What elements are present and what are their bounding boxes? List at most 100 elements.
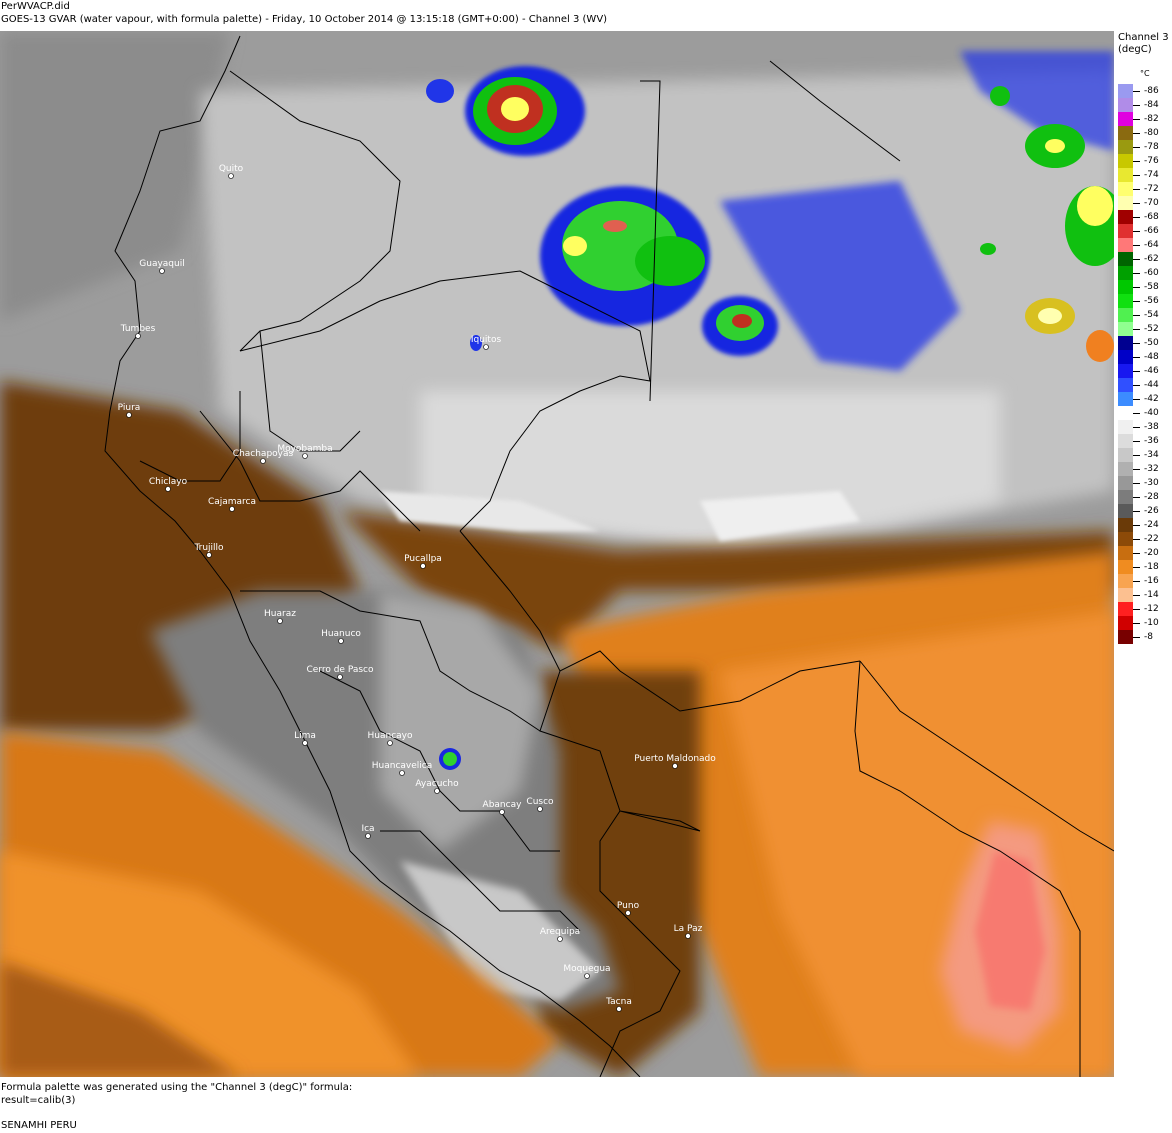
legend-value: -60 [1144,268,1159,278]
city-label: Moquegua [563,964,610,974]
legend-value: -36 [1144,436,1159,446]
legend-entry: -82 [1118,112,1172,126]
legend-entry: -70 [1118,196,1172,210]
city-dot [387,740,393,746]
city-label: Guayaquil [139,259,184,269]
legend-entry: -12 [1118,602,1172,616]
city-label: Puno [617,901,640,911]
legend-swatch [1118,84,1133,98]
legend-swatch [1118,574,1133,588]
legend-swatch [1118,588,1133,602]
city-dot [365,833,371,839]
legend-tick [1133,637,1140,638]
legend-entry: -46 [1118,364,1172,378]
city-marker: Pucallpa [404,554,442,569]
legend-tick [1133,175,1140,176]
legend-value: -44 [1144,380,1159,390]
legend-value: -70 [1144,198,1159,208]
legend-swatch [1118,266,1133,280]
legend-unit-title: (degC) [1118,44,1152,55]
legend-entry: -42 [1118,392,1172,406]
legend-title: Channel 3 [1118,32,1169,43]
legend-value: -66 [1144,226,1159,236]
legend-value: -72 [1144,184,1159,194]
legend-entry: -60 [1118,266,1172,280]
legend-swatch [1118,112,1133,126]
legend-swatch [1118,140,1133,154]
city-label: Puerto Maldonado [634,754,716,764]
legend-entry: -44 [1118,378,1172,392]
city-marker: Trujillo [193,543,224,558]
city-marker: Piura [118,403,140,418]
legend-tick [1133,441,1140,442]
legend-swatch [1118,490,1133,504]
city-label: Cerro de Pasco [306,665,374,675]
city-marker: La Paz [674,924,703,939]
city-dot [302,453,308,459]
city-marker: Tumbes [120,324,156,339]
legend-value: -82 [1144,114,1159,124]
city-label: Tacna [605,997,632,1007]
legend-value: -76 [1144,156,1159,166]
legend-tick [1133,483,1140,484]
city-marker: Cusco [526,797,554,812]
legend-swatch [1118,210,1133,224]
city-marker: Huanuco [321,629,361,644]
legend-value: -30 [1144,478,1159,488]
legend-tick [1133,413,1140,414]
legend-value: -8 [1144,632,1153,642]
city-marker: Huaraz [264,609,296,624]
legend-swatch [1118,238,1133,252]
city-dot [228,173,234,179]
legend-value: -26 [1144,506,1159,516]
legend-tick [1133,609,1140,610]
legend-tick [1133,525,1140,526]
color-legend: Channel 3 (degC) °C -86 -84 -82 -80 -78 -76 -7… [1116,31,1172,651]
legend-entry: -10 [1118,616,1172,630]
legend-entry: -40 [1118,406,1172,420]
legend-value: -46 [1144,366,1159,376]
city-label: Chiclayo [149,477,188,487]
city-label: Huanuco [321,629,361,639]
imagery-background [0,31,1114,1077]
legend-swatch [1118,434,1133,448]
legend-entry: -24 [1118,518,1172,532]
legend-swatch [1118,350,1133,364]
legend-value: -24 [1144,520,1159,530]
city-dot [685,933,691,939]
legend-tick [1133,497,1140,498]
legend-tick [1133,119,1140,120]
city-dot [135,333,141,339]
legend-swatch [1118,406,1133,420]
legend-tick [1133,553,1140,554]
legend-swatch [1118,462,1133,476]
legend-value: -16 [1144,576,1159,586]
footer-formula-note: Formula palette was generated using the … [1,1082,353,1093]
legend-swatch [1118,448,1133,462]
legend-swatch [1118,560,1133,574]
city-dot [165,486,171,492]
legend-entry: -86 [1118,84,1172,98]
city-dot [616,1006,622,1012]
legend-value: -74 [1144,170,1159,180]
city-marker: Huancavelica [372,761,432,776]
city-label: La Paz [674,924,703,934]
city-label: Cajamarca [208,497,256,507]
legend-tick [1133,203,1140,204]
legend-entry: -30 [1118,476,1172,490]
legend-entry: -18 [1118,560,1172,574]
city-dot [206,552,212,558]
legend-entry: -22 [1118,532,1172,546]
city-marker: Chachapoyas [233,449,294,464]
city-label: Pucallpa [404,554,442,564]
city-dot [337,674,343,680]
legend-swatch [1118,420,1133,434]
city-marker: Lima [294,731,316,746]
legend-entry: -58 [1118,280,1172,294]
city-label: Ica [361,824,374,834]
legend-entry: -8 [1118,630,1172,644]
legend-entry: -48 [1118,350,1172,364]
legend-swatch [1118,280,1133,294]
legend-swatch [1118,98,1133,112]
legend-entry: -26 [1118,504,1172,518]
